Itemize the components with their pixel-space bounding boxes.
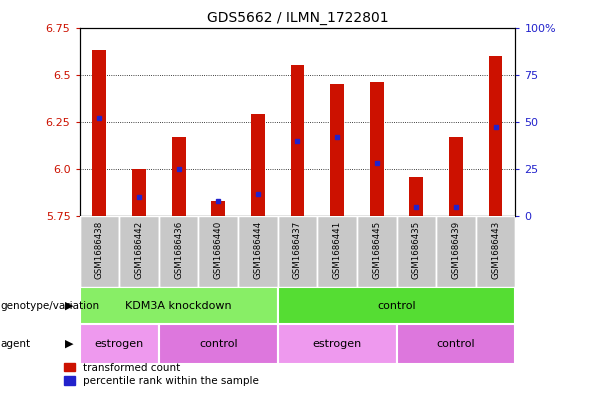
Text: GSM1686443: GSM1686443 <box>491 221 500 279</box>
Text: ▶: ▶ <box>65 339 73 349</box>
Text: estrogen: estrogen <box>312 339 362 349</box>
Bar <box>251 114 264 216</box>
Bar <box>357 216 396 287</box>
Bar <box>119 216 159 287</box>
Text: GSM1686437: GSM1686437 <box>293 221 302 279</box>
Text: GSM1686440: GSM1686440 <box>214 221 223 279</box>
Bar <box>330 84 344 216</box>
Bar <box>396 216 436 287</box>
Text: estrogen: estrogen <box>94 339 144 349</box>
Bar <box>211 201 225 216</box>
Text: GSM1686438: GSM1686438 <box>95 221 104 279</box>
Bar <box>476 216 515 287</box>
Bar <box>489 56 502 216</box>
Bar <box>409 176 423 216</box>
Bar <box>159 216 198 287</box>
Bar <box>92 50 106 216</box>
Bar <box>80 216 119 287</box>
Bar <box>80 287 277 324</box>
Text: genotype/variation: genotype/variation <box>1 301 100 310</box>
Bar <box>80 324 159 364</box>
Bar <box>159 324 277 364</box>
Title: GDS5662 / ILMN_1722801: GDS5662 / ILMN_1722801 <box>207 11 388 25</box>
Bar <box>238 216 277 287</box>
Text: GSM1686442: GSM1686442 <box>134 221 144 279</box>
Bar <box>396 324 515 364</box>
Text: GSM1686435: GSM1686435 <box>412 221 421 279</box>
Text: GSM1686445: GSM1686445 <box>372 221 381 279</box>
Bar <box>277 216 317 287</box>
Text: GSM1686441: GSM1686441 <box>333 221 342 279</box>
Bar <box>132 169 146 216</box>
Bar <box>277 324 396 364</box>
Text: control: control <box>436 339 475 349</box>
Bar <box>436 216 476 287</box>
Text: KDM3A knockdown: KDM3A knockdown <box>125 301 232 310</box>
Text: GSM1686436: GSM1686436 <box>174 221 183 279</box>
Text: GSM1686444: GSM1686444 <box>253 221 262 279</box>
Text: control: control <box>199 339 237 349</box>
Bar <box>370 82 383 216</box>
Bar <box>277 287 515 324</box>
Bar <box>290 65 305 216</box>
Bar <box>171 137 186 216</box>
Bar <box>449 137 463 216</box>
Bar <box>198 216 238 287</box>
Text: ▶: ▶ <box>65 301 73 310</box>
Legend: transformed count, percentile rank within the sample: transformed count, percentile rank withi… <box>64 363 259 386</box>
Text: GSM1686439: GSM1686439 <box>451 221 461 279</box>
Text: agent: agent <box>1 339 31 349</box>
Text: control: control <box>377 301 416 310</box>
Bar <box>317 216 357 287</box>
